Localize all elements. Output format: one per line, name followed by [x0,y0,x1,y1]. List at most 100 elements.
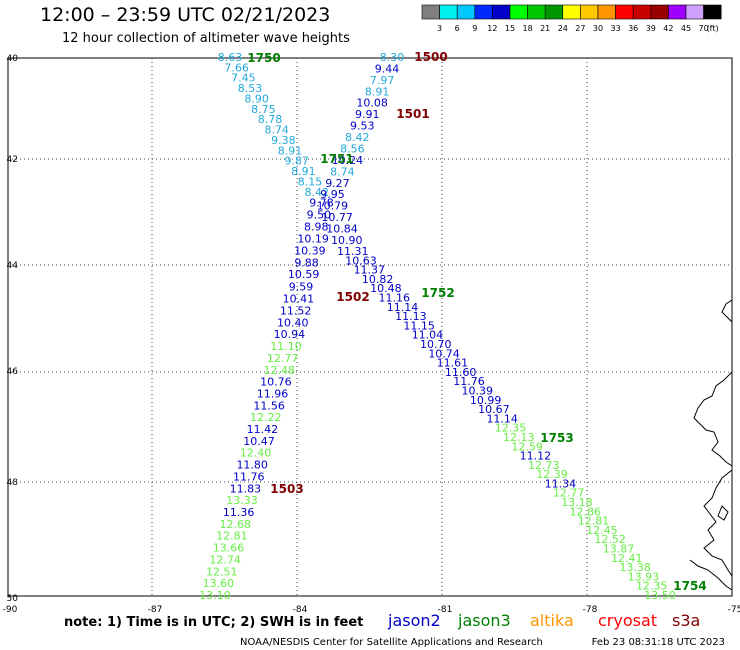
swh-value: 12.51 [206,565,238,578]
scale-unit: (ft) [707,24,719,33]
swh-value: 12.35 [636,580,668,593]
swh-value: 11.52 [280,304,312,317]
swh-value: 10.84 [326,223,358,236]
swh-value: 8.42 [304,186,329,199]
swh-value: 13.87 [603,543,635,556]
swh-value: 13.38 [619,561,651,574]
swh-value: 11.36 [223,506,255,519]
scale-label: 12 [487,24,497,33]
swh-value: 10.63 [345,254,377,267]
time-label: 1501 [396,107,429,121]
swh-value: 9.91 [355,108,380,121]
swh-value: 13.66 [213,542,245,555]
generation-timestamp: Feb 23 08:31:18 UTC 2023 [592,637,725,648]
swh-value: 11.12 [520,450,552,463]
swh-value: 13.18 [561,496,593,509]
scale-label: 42 [663,24,673,33]
legend-entry: cryosat [598,611,657,630]
scale-swatch [439,4,458,20]
swh-value: 11.60 [445,366,477,379]
swh-value: 9.38 [271,134,296,147]
swh-value: 9.53 [350,120,375,133]
scale-label: 6 [455,24,460,33]
swh-value: 13.10 [199,589,231,602]
swh-value: 10.67 [478,403,510,416]
scale-swatch [685,4,704,20]
swh-value: 12.59 [511,440,543,453]
swh-value: 10.59 [288,268,320,281]
swh-value: 11.16 [378,292,410,305]
scale-swatch [650,4,669,20]
scale-swatch [456,4,476,20]
swh-value: 11.76 [453,375,485,388]
scale-swatch [509,4,528,20]
swh-value: 8.91 [365,85,390,98]
footer-note: note: 1) Time is in UTC; 2) SWH is in fe… [64,615,363,630]
swh-value: 13.33 [226,494,258,507]
coastline [689,559,733,591]
swh-value: 11.61 [437,357,469,370]
swh-value: 10.47 [243,435,275,448]
swh-value: 11.04 [412,329,444,342]
swh-value: 11.56 [253,399,285,412]
swh-value: 12.68 [220,518,252,531]
swh-value: 8.15 [298,175,323,188]
coastline [693,371,733,467]
coastline [721,299,733,323]
swh-value: 13.60 [203,577,235,590]
swh-value: 9.87 [284,155,309,168]
time-label: 1503 [270,482,303,496]
swh-value: 11.14 [387,301,419,314]
swh-value: 10.94 [274,328,306,341]
swh-value: 8.78 [258,113,283,126]
swh-value: 10.39 [462,384,494,397]
swh-value: 10.19 [297,233,329,246]
lat-label: 48 [7,478,19,488]
swh-value: 8.53 [238,82,263,95]
scale-swatch [562,4,581,20]
swh-value: 12.81 [578,515,610,528]
credit-text: NOAA/NESDIS Center for Satellite Applica… [240,637,543,648]
swh-value: 9.78 [309,196,334,209]
scale-swatch [597,4,616,20]
swh-value: 11.42 [247,423,279,436]
swh-value: 9.50 [307,209,332,222]
scale-label: 15 [505,24,515,33]
swh-value: 8.63 [218,51,243,64]
swh-value: 9.88 [294,256,319,269]
time-label: 1500 [414,50,447,64]
swh-value: 11.14 [486,412,518,425]
swh-value: 8.42 [345,131,370,144]
map-subtitle: 12 hour collection of altimeter wave hei… [62,31,350,46]
swh-value: 12.77 [267,352,299,365]
swh-value: 8.74 [264,124,289,137]
swh-value: 8.56 [340,142,365,155]
lon-label: -84 [293,605,308,615]
swh-value: 11.31 [337,245,369,258]
legend-entry: jason3 [457,611,511,630]
swh-value: 10.99 [470,394,502,407]
scale-swatch [474,4,493,20]
swh-value: 10.08 [356,97,388,110]
swh-value: 8.30 [380,51,405,64]
swh-value: 12.41 [611,552,643,565]
swh-value: 10.70 [420,338,452,351]
swh-value: 13.93 [628,570,660,583]
swh-value: 10.41 [283,292,315,305]
swh-value: 11.13 [395,310,427,323]
scale-swatch [492,4,511,20]
lat-label: 42 [7,155,18,165]
legend-entry: altika [530,611,574,630]
swh-value: 10.79 [317,200,349,213]
swh-value: 11.15 [403,319,435,332]
lon-label: -87 [148,605,163,615]
swh-value: 9.59 [289,280,314,293]
lon-label: -78 [583,605,598,615]
scale-swatch [527,4,546,20]
swh-value: 8.91 [291,165,316,178]
scale-swatch [615,4,634,20]
scale-label: 3 [437,24,442,33]
swh-value: 9.44 [375,62,400,75]
swh-value: 12.86 [570,505,602,518]
